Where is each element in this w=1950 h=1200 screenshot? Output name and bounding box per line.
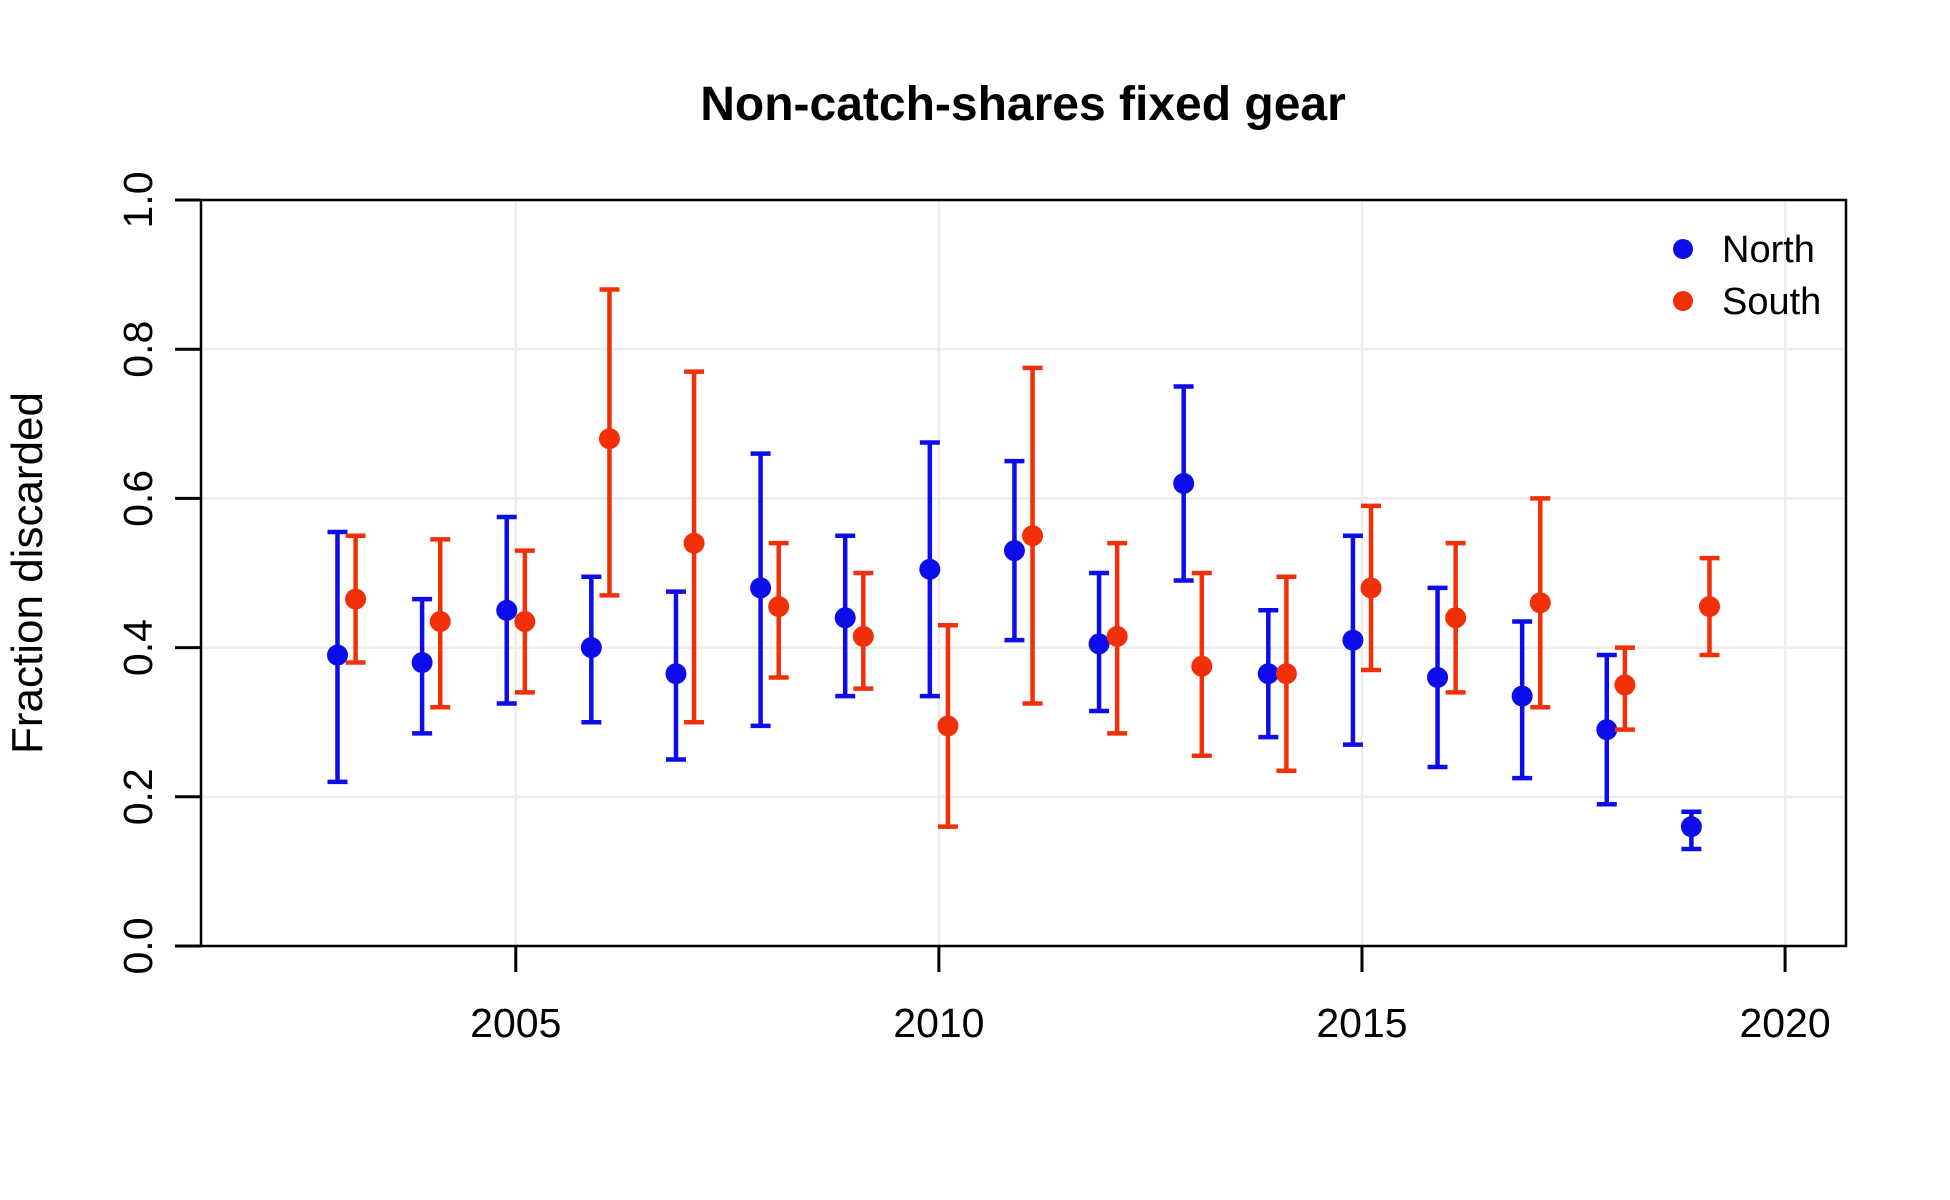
data-point [1699,596,1721,618]
data-point [1596,719,1618,741]
x-tick-label: 2005 [470,1000,561,1046]
data-point [1360,577,1382,599]
data-point [1022,525,1044,547]
y-tick-label: 1.0 [115,172,161,229]
data-point [1342,629,1364,651]
y-tick-label: 0.2 [115,768,161,825]
x-tick-label: 2020 [1739,1000,1830,1046]
data-point [514,610,536,632]
legend-dot-north [1673,239,1693,259]
data-point [852,625,874,647]
data-point [1445,607,1467,629]
data-point [326,644,348,666]
data-point [1106,625,1128,647]
data-point [1511,685,1533,707]
data-point [598,428,620,450]
data-point [1191,655,1213,677]
x-tick-label: 2015 [1316,1000,1407,1046]
data-point [1257,663,1279,685]
data-point [919,558,941,580]
data-point [750,577,772,599]
data-point [1088,633,1110,655]
y-tick-label: 0.8 [115,321,161,378]
x-tick-label: 2010 [893,1000,984,1046]
data-point [834,607,856,629]
legend-label-south: South [1722,281,1821,323]
data-point [1427,666,1449,688]
y-tick-label: 0.0 [115,918,161,975]
data-point [665,663,687,685]
plot-box [199,198,1848,948]
data-point [429,610,451,632]
data-point [1680,816,1702,838]
data-point [1003,540,1025,562]
data-point [1529,592,1551,614]
data-point [580,637,602,659]
legend-label-north: North [1722,229,1815,271]
data-point [683,532,705,554]
data-point [768,596,790,618]
y-axis-label: Fraction discarded [3,392,52,754]
chart-title: Non-catch-shares fixed gear [700,78,1346,131]
data-point [1614,674,1636,696]
data-point [345,588,367,610]
data-point [937,715,959,737]
data-point [1275,663,1297,685]
legend-dot-south [1673,291,1693,311]
legend: North South [1673,229,1821,323]
data-point [1173,472,1195,494]
y-tick-label: 0.4 [115,619,161,676]
data-point [496,599,518,621]
plot-area: 2005 2010 2015 2020 0.0 0.2 0.4 0.6 0.8 1.0 [115,172,1848,1046]
data-point [411,652,433,674]
y-tick-label: 0.6 [115,470,161,527]
